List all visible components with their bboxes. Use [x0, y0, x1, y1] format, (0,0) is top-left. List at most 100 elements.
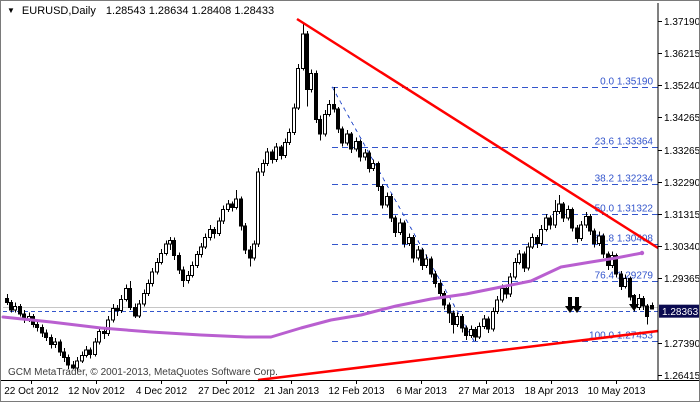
candle-body — [402, 222, 406, 245]
fib-level-label-0.0: 0.0 1.35190 — [600, 77, 653, 88]
candle-body — [473, 329, 477, 338]
candle-body — [628, 278, 632, 298]
candle-body — [97, 330, 101, 343]
candle-body — [49, 337, 53, 345]
candle-body — [504, 288, 508, 295]
fib-level-label-50.0: 50.0 1.31322 — [595, 204, 654, 215]
candle-body — [177, 255, 181, 271]
candle-body — [84, 349, 88, 356]
date-axis-label: 6 Mar 2013 — [396, 386, 447, 397]
fib-level-label-23.6: 23.6 1.33364 — [595, 137, 654, 148]
candle-body — [181, 269, 185, 281]
platform-watermark: GCM MetaTrader, © 2001-2013, MetaQuotes … — [8, 367, 278, 378]
ascending-support[interactable] — [257, 329, 659, 382]
candle-body — [460, 316, 464, 329]
candle-body — [252, 243, 256, 259]
candle-body — [58, 341, 62, 353]
fib-diagonal-line — [331, 86, 475, 342]
candle-body — [102, 330, 106, 335]
candle-body — [53, 341, 57, 345]
current-price-tag-text: 1.28363 — [662, 307, 699, 318]
sell-arrow-icon — [565, 297, 575, 313]
candle-body — [650, 304, 654, 310]
candle-body — [544, 217, 548, 230]
candle-body — [283, 141, 287, 156]
price-axis-label: 1.37190 — [664, 17, 700, 28]
candle-body — [389, 196, 393, 219]
candle-body — [234, 198, 238, 208]
price-axis-label: 1.32290 — [664, 178, 700, 189]
candle-body — [416, 249, 420, 259]
candle-body — [301, 33, 305, 69]
candle-body — [592, 230, 596, 245]
candle-body — [119, 298, 123, 312]
price-axis-label: 1.34265 — [664, 113, 700, 124]
candle-body — [557, 203, 561, 212]
candle-body — [535, 237, 539, 245]
date-axis-label: 12 Feb 2013 — [328, 386, 385, 397]
candle-body — [575, 227, 579, 239]
candle-body — [323, 113, 327, 135]
candle-body — [442, 293, 446, 306]
candle-body — [314, 72, 318, 120]
candle-body — [371, 163, 375, 170]
candle-body — [424, 258, 428, 267]
candle-body — [137, 303, 141, 317]
candle-body — [296, 67, 300, 109]
candle-body — [619, 273, 623, 287]
candle-body — [411, 237, 415, 259]
candle-body — [336, 108, 340, 130]
candle-body — [420, 249, 424, 267]
candle-body — [623, 278, 627, 287]
moving-average-end-dot — [639, 250, 645, 256]
candle-body — [9, 302, 13, 311]
candle-body — [18, 305, 22, 315]
candle-body — [447, 304, 451, 314]
candle-body — [610, 255, 614, 267]
candle-body — [40, 327, 44, 334]
candle-body — [614, 255, 618, 275]
candle-body — [230, 203, 234, 208]
descending-resistance[interactable] — [296, 17, 659, 250]
candle-body — [358, 141, 362, 158]
candle-body — [111, 307, 115, 321]
candle-body — [190, 265, 194, 276]
candle-body — [597, 235, 601, 245]
candle-body — [124, 288, 128, 300]
candle-body — [393, 217, 397, 234]
candle-body — [292, 107, 296, 133]
candle-body — [570, 209, 574, 229]
date-axis-label: 21 Jan 2013 — [264, 386, 319, 397]
candle-body — [248, 249, 252, 259]
candle-body — [168, 239, 172, 245]
price-axis-label: 1.33265 — [664, 146, 700, 157]
candle-body — [645, 305, 649, 318]
candle-body — [5, 297, 9, 304]
date-axis-label: 22 Oct 2012 — [4, 386, 59, 397]
candle-body — [75, 360, 79, 369]
date-axis-label: 27 Mar 2013 — [458, 386, 515, 397]
sell-arrow-icon — [572, 297, 582, 313]
candle-body — [226, 203, 230, 211]
candle-body — [367, 152, 371, 170]
sell-arrow-icon — [629, 295, 639, 311]
candle-body — [217, 220, 221, 235]
candle-body — [376, 163, 380, 188]
symbol-dropdown-icon[interactable]: ▼ — [7, 6, 15, 15]
candle-body — [274, 146, 278, 160]
candle-body — [208, 228, 212, 239]
candle-body — [340, 128, 344, 144]
candle-body — [526, 246, 530, 269]
candle-body — [332, 104, 336, 110]
candle-body — [239, 198, 243, 227]
candle-body — [380, 186, 384, 206]
price-axis-label: 1.30340 — [664, 242, 700, 253]
candle-body — [584, 215, 588, 226]
candle-body — [256, 171, 260, 245]
date-axis-label: 10 May 2013 — [588, 386, 646, 397]
date-axis-label: 27 Dec 2012 — [198, 386, 255, 397]
price-axis-label: 1.26415 — [664, 371, 700, 382]
candle-body — [500, 288, 504, 301]
